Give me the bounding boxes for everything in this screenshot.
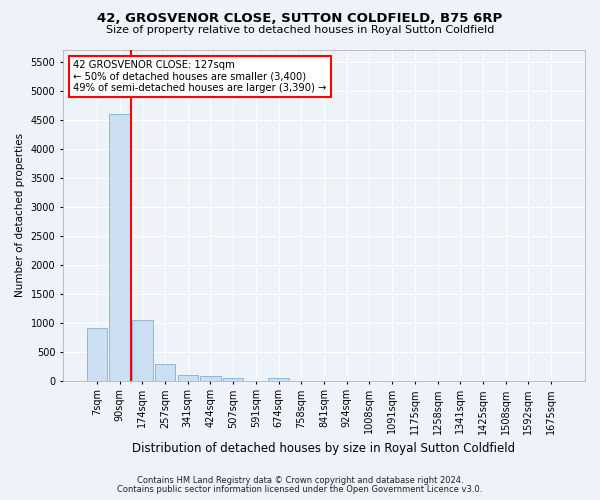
- X-axis label: Distribution of detached houses by size in Royal Sutton Coldfield: Distribution of detached houses by size …: [133, 442, 515, 455]
- Bar: [132, 320, 152, 380]
- Text: 42, GROSVENOR CLOSE, SUTTON COLDFIELD, B75 6RP: 42, GROSVENOR CLOSE, SUTTON COLDFIELD, B…: [97, 12, 503, 26]
- Bar: [155, 364, 175, 380]
- Text: 42 GROSVENOR CLOSE: 127sqm
← 50% of detached houses are smaller (3,400)
49% of s: 42 GROSVENOR CLOSE: 127sqm ← 50% of deta…: [73, 60, 327, 93]
- Bar: [200, 376, 221, 380]
- Text: Contains HM Land Registry data © Crown copyright and database right 2024.: Contains HM Land Registry data © Crown c…: [137, 476, 463, 485]
- Bar: [86, 328, 107, 380]
- Text: Contains public sector information licensed under the Open Government Licence v3: Contains public sector information licen…: [118, 485, 482, 494]
- Y-axis label: Number of detached properties: Number of detached properties: [15, 133, 25, 298]
- Bar: [268, 378, 289, 380]
- Bar: [223, 378, 244, 380]
- Bar: [109, 114, 130, 380]
- Bar: [178, 376, 198, 380]
- Text: Size of property relative to detached houses in Royal Sutton Coldfield: Size of property relative to detached ho…: [106, 25, 494, 35]
